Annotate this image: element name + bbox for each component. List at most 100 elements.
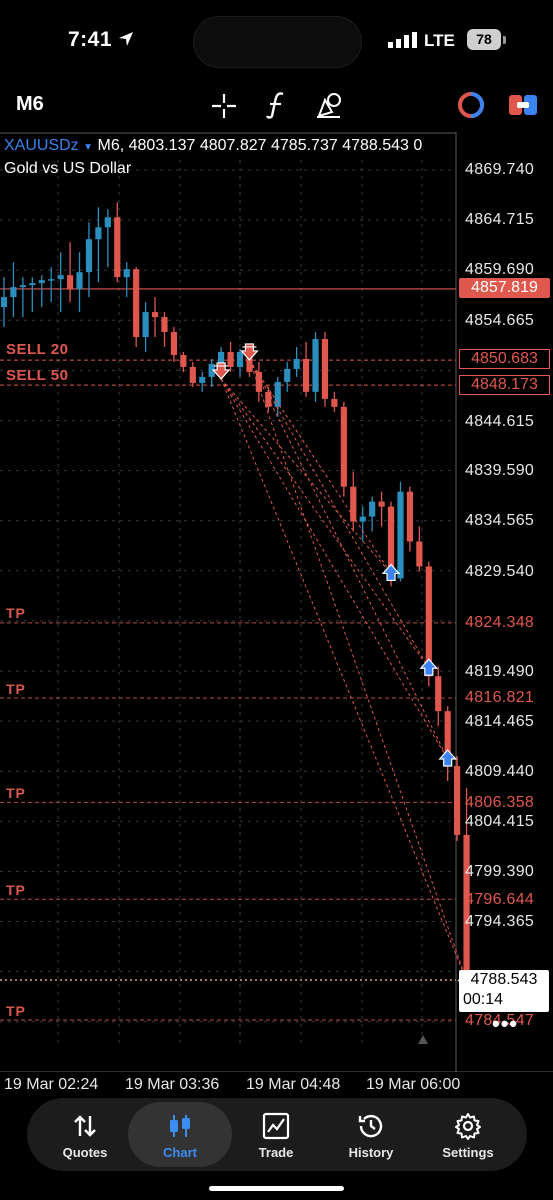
candle-body xyxy=(218,351,225,364)
y-tick-label: 4844.615 xyxy=(465,413,535,430)
sell-20-price-tag: 4850.683 xyxy=(459,349,550,369)
candle-body xyxy=(180,354,187,367)
y-tick-label: 4859.690 xyxy=(465,261,535,278)
symbol-dropdown-icon[interactable]: ▼ xyxy=(83,142,94,153)
tab-settings-label: Settings xyxy=(442,1145,494,1160)
candle-body xyxy=(444,711,451,767)
bar-countdown: 00:14 xyxy=(463,991,504,1008)
tp-label-2[interactable]: TP xyxy=(6,681,26,697)
sell-20-label[interactable]: SELL 20 xyxy=(6,341,69,358)
candle-body xyxy=(331,398,338,407)
tp-label-4[interactable]: TP xyxy=(6,882,26,898)
candle-body xyxy=(151,312,159,318)
candle-body xyxy=(463,834,470,981)
tp-label-5[interactable]: TP xyxy=(6,1003,26,1019)
header-close: 4788.543 xyxy=(342,137,409,154)
candle-body xyxy=(29,283,36,286)
header-high: 4807.827 xyxy=(199,137,267,154)
candle-body xyxy=(246,351,253,372)
header-extra: 0 xyxy=(413,137,423,154)
y-tick-label: 4839.590 xyxy=(465,462,535,479)
candle-body xyxy=(10,287,17,298)
sell-entry-arrow xyxy=(240,343,259,361)
candle-body xyxy=(265,391,272,407)
tp-label-1[interactable]: TP xyxy=(6,605,26,621)
candle-body xyxy=(274,381,281,407)
y-tick-label: 4794.365 xyxy=(465,913,535,930)
candle-body xyxy=(57,275,64,280)
candle-body xyxy=(255,371,262,392)
candle-body xyxy=(38,280,45,284)
tab-chart-label: Chart xyxy=(163,1145,197,1160)
tab-settings[interactable]: Settings xyxy=(418,1098,518,1171)
candle-body xyxy=(19,285,26,288)
network-type: LTE xyxy=(424,31,455,50)
indicators-icon[interactable] xyxy=(264,90,288,120)
sell-50-label[interactable]: SELL 50 xyxy=(6,367,69,384)
candle-body xyxy=(293,358,300,369)
chart-canvas[interactable] xyxy=(0,132,553,1072)
tp-price-3: 4806.358 xyxy=(465,794,535,811)
candle-body xyxy=(227,351,234,367)
tab-history-label: History xyxy=(348,1145,394,1160)
candle-body xyxy=(378,501,385,507)
y-tick-label: 4809.440 xyxy=(465,763,535,780)
candle-body xyxy=(85,239,93,273)
symbol-description: Gold vs US Dollar xyxy=(4,160,132,177)
candle-body xyxy=(170,332,178,355)
trade-connector-line xyxy=(249,359,392,574)
quotes-icon xyxy=(74,1115,96,1137)
tab-chart[interactable]: Chart xyxy=(130,1098,230,1171)
tp-price-5: 4784.547 xyxy=(465,1012,535,1029)
candle-body xyxy=(302,358,310,392)
chart-symbol-row[interactable]: XAUUSDz ▼ M6, 4803.137 4807.827 4785.737… xyxy=(4,137,423,154)
y-tick-label: 4854.665 xyxy=(465,312,535,329)
candle-body xyxy=(199,376,206,383)
trade-icon xyxy=(262,1112,290,1140)
y-tick-label: 4799.390 xyxy=(465,863,535,880)
candle-body xyxy=(454,766,461,835)
trade-connector-line xyxy=(220,378,449,760)
home-indicator xyxy=(209,1186,344,1191)
candlestick-chart-icon xyxy=(170,1115,190,1137)
sell-50-price-tag: 4848.173 xyxy=(459,375,550,395)
more-options-icon[interactable]: ••• xyxy=(492,1011,519,1036)
sell-entry-arrow xyxy=(211,362,231,380)
tab-history[interactable]: History xyxy=(321,1098,421,1171)
candle-body xyxy=(359,516,366,522)
candle-body xyxy=(350,486,357,522)
symbol-name[interactable]: XAUUSDz xyxy=(4,137,79,154)
tab-trade[interactable]: Trade xyxy=(226,1098,326,1171)
price-chart[interactable] xyxy=(0,132,553,1072)
header-timeframe: M6 xyxy=(97,137,120,154)
candle-body xyxy=(406,491,414,542)
trade-connector-line xyxy=(220,378,430,669)
position-close-arrow xyxy=(438,749,458,767)
y-tick-label: 4864.715 xyxy=(465,211,535,228)
candle-body xyxy=(416,541,423,567)
current-price-tag: 4788.543 00:14 xyxy=(459,970,549,1012)
trade-connector-line xyxy=(248,359,468,981)
one-click-trading-icon[interactable] xyxy=(456,92,486,118)
position-close-arrow xyxy=(419,658,439,676)
candle-body xyxy=(435,676,442,712)
x-tick-label: 19 Mar 02:24 xyxy=(4,1076,99,1093)
y-tick-label: 4804.415 xyxy=(465,813,535,830)
tab-quotes[interactable]: Quotes xyxy=(35,1098,135,1171)
objects-icon[interactable] xyxy=(314,90,344,120)
x-tick-label: 19 Mar 06:00 xyxy=(366,1076,461,1093)
location-arrow-icon xyxy=(119,32,134,46)
y-tick-label: 4834.565 xyxy=(465,512,535,529)
gear-icon xyxy=(455,1113,481,1140)
header-open: 4803.137 xyxy=(128,137,196,154)
candle-body xyxy=(0,297,8,308)
tp-label-3[interactable]: TP xyxy=(6,785,26,801)
crosshair-icon[interactable] xyxy=(210,92,238,120)
candle-body xyxy=(387,506,395,579)
candle-body xyxy=(104,217,111,228)
trade-connector-line xyxy=(220,378,392,574)
timeframe-button[interactable]: M6 xyxy=(16,93,44,115)
trade-panel-icon[interactable] xyxy=(508,94,538,116)
battery-tip xyxy=(503,36,506,44)
current-price: 4788.543 xyxy=(470,971,538,988)
